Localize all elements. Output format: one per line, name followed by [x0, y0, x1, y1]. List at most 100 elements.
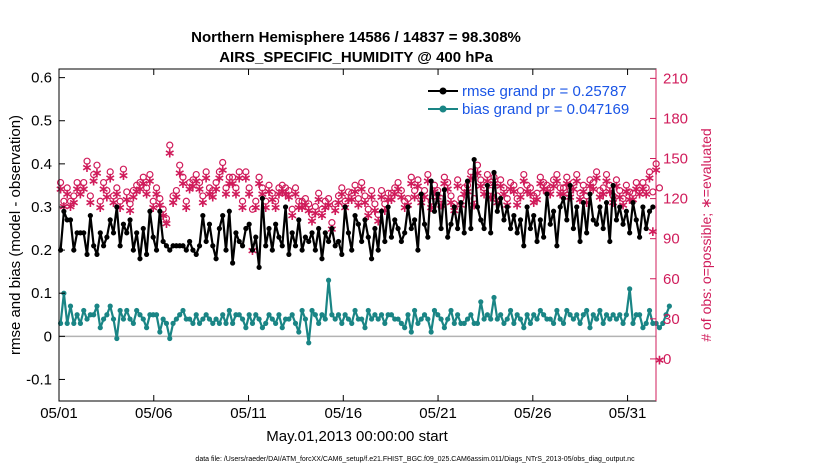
possible-obs-marker — [136, 178, 144, 187]
y-tick-label-right: 210 — [663, 70, 688, 87]
rmse-point — [418, 191, 424, 197]
bias-point — [292, 320, 299, 326]
possible-obs-marker — [331, 200, 339, 208]
bias-point — [332, 316, 338, 322]
possible-obs-marker — [549, 176, 558, 184]
evaluated-obs-marker: ∗ — [257, 186, 269, 202]
possible-obs-marker — [146, 170, 154, 179]
rmse-point — [120, 221, 127, 227]
bias-point — [286, 316, 292, 322]
bias-point — [666, 303, 672, 309]
possible-obs-marker — [139, 173, 147, 181]
possible-obs-marker — [113, 184, 121, 192]
bias-point — [587, 325, 593, 331]
rmse-point — [246, 221, 252, 227]
possible-obs-marker — [324, 194, 333, 203]
rmse-point — [140, 225, 146, 232]
rmse-point — [359, 238, 365, 245]
possible-obs-marker — [576, 189, 584, 197]
possible-obs-marker — [73, 178, 81, 187]
possible-obs-marker — [414, 176, 422, 184]
rmse-point — [230, 260, 236, 266]
y-tick-label-right: 90 — [663, 231, 680, 248]
evaluated-obs-marker: ∗ — [630, 180, 642, 196]
x-tick-label: 05/21 — [419, 405, 457, 422]
evaluated-obs-marker: ∗ — [554, 186, 566, 202]
chart-subtitle: AIRS_SPECIFIC_HUMIDITY @ 400 hPa — [219, 49, 493, 66]
evaluated-obs-marker: ∗ — [439, 175, 451, 191]
bias-point — [263, 320, 269, 326]
evaluated-obs-marker: ∗ — [58, 198, 70, 214]
bias-point — [153, 312, 160, 318]
possible-obs-marker — [589, 178, 597, 187]
bias-point — [243, 325, 249, 331]
rmse-point — [584, 230, 590, 236]
bias-point — [534, 316, 540, 322]
rmse-point — [560, 195, 567, 201]
possible-obs-marker — [407, 173, 415, 181]
y-tick-label-right: 0 — [663, 351, 671, 368]
rmse-point — [134, 230, 140, 236]
evaluated-obs-marker: ∗ — [207, 188, 219, 204]
evaluated-obs-marker: ∗ — [584, 178, 596, 194]
bias-point — [461, 320, 467, 326]
evaluated-obs-marker: ∗ — [253, 175, 265, 191]
rmse-point — [385, 204, 391, 210]
rmse-point — [114, 204, 120, 210]
rmse-point — [402, 230, 408, 236]
bias-point — [210, 320, 216, 326]
evaluated-obs-marker: ∗ — [396, 188, 408, 204]
possible-obs-marker — [272, 197, 280, 205]
bias-point — [660, 320, 666, 326]
bias-point — [580, 312, 586, 318]
bias-point — [425, 316, 431, 322]
bias-point — [600, 320, 606, 326]
possible-obs-marker — [655, 184, 664, 192]
evaluated-obs-marker: ∗ — [154, 196, 166, 212]
bias-point — [230, 320, 236, 326]
bias-point — [617, 312, 623, 318]
possible-obs-marker — [255, 173, 263, 181]
possible-obs-marker — [152, 184, 161, 192]
possible-obs-marker — [212, 178, 220, 187]
rmse-point — [550, 208, 557, 214]
possible-obs-marker — [447, 192, 455, 200]
possible-obs-marker — [215, 168, 223, 176]
bias-point — [368, 316, 375, 322]
bias-point — [196, 320, 203, 326]
evaluated-obs-marker: ∗ — [366, 188, 378, 204]
possible-obs-marker — [563, 173, 571, 181]
x-tick-label: 05/31 — [609, 405, 647, 422]
bias-point — [312, 312, 318, 318]
evaluated-obs-marker: ∗ — [538, 180, 550, 196]
evaluated-obs-marker: ∗ — [372, 212, 384, 228]
rmse-point — [296, 217, 302, 223]
rmse-point — [382, 238, 388, 245]
evaluated-obs-marker: ∗ — [283, 188, 295, 204]
evaluated-obs-marker: ∗ — [511, 196, 523, 212]
rmse-point — [282, 204, 289, 210]
bias-point — [491, 294, 497, 301]
rmse-point — [415, 247, 421, 253]
rmse-point — [392, 217, 398, 223]
bias-point — [445, 316, 451, 322]
bias-point — [577, 320, 583, 326]
evaluated-obs-marker: ∗ — [141, 186, 153, 202]
rmse-point — [554, 243, 560, 249]
possible-obs-marker — [60, 197, 68, 205]
bias-point — [514, 312, 520, 318]
rmse-point — [587, 191, 593, 197]
possible-obs-marker — [66, 197, 75, 205]
possible-obs-marker — [477, 176, 485, 184]
possible-obs-marker — [381, 200, 389, 208]
rmse-point — [445, 234, 451, 240]
possible-obs-marker — [252, 197, 260, 205]
bias-point — [249, 320, 256, 326]
possible-obs-marker — [341, 197, 349, 205]
bias-point — [296, 329, 302, 335]
evaluated-obs-marker: ∗ — [316, 207, 328, 223]
evaluated-obs-marker: ∗ — [379, 202, 391, 218]
bias-point — [478, 299, 484, 305]
rmse-point — [458, 200, 464, 206]
